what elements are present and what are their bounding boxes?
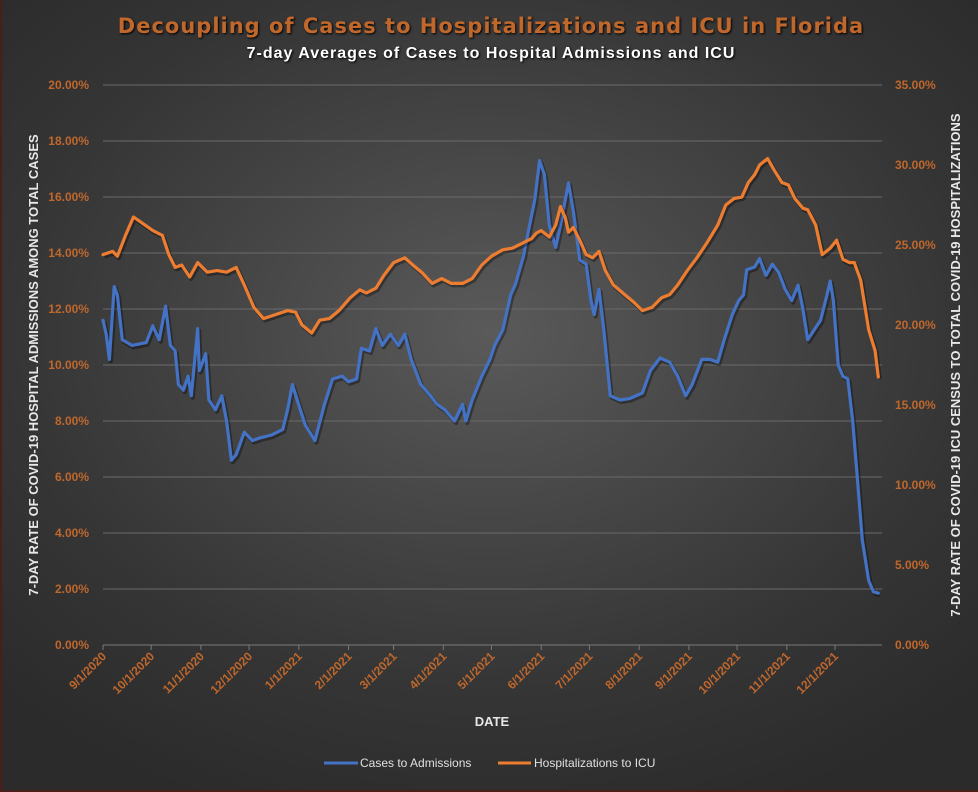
y-right-tick-label: 5.00% [895, 558, 929, 572]
gridlines [103, 84, 882, 590]
y-left-tick-label: 8.00% [55, 414, 89, 428]
chart-title: Decoupling of Cases to Hospitalizations … [117, 14, 865, 38]
y-axis-left-title: 7-DAY RATE OF COVID-19 HOSPITAL ADMISSIO… [26, 134, 41, 596]
x-tick-label: 7/1/2021 [553, 649, 596, 692]
y-left-tick-label: 4.00% [55, 526, 89, 540]
y-axis-left: 0.00% 2.00% 4.00% 6.00% 8.00% 10.00% 12.00% 14.… [48, 78, 89, 652]
x-tick-label: 5/1/2021 [455, 649, 498, 692]
x-tick-label: 2/1/2021 [312, 649, 355, 692]
y-left-tick-label: 12.00% [48, 302, 89, 316]
y-right-tick-label: 25.00% [895, 238, 936, 252]
series-lines [101, 157, 882, 598]
x-tick-label: 1/1/2021 [262, 649, 305, 692]
y-axis-right-title: 7-DAY RATE OF COVID-19 ICU CENSUS TO TOT… [948, 113, 963, 617]
y-right-tick-label: 10.00% [895, 478, 936, 492]
x-tick-label: 3/1/2021 [357, 649, 400, 692]
y-right-tick-label: 30.00% [895, 158, 936, 172]
y-left-tick-label: 6.00% [55, 470, 89, 484]
series-line-hospitalizations-to-icu [101, 157, 880, 379]
x-axis-title: DATE [475, 714, 510, 729]
x-tick-label: 9/1/2021 [652, 649, 695, 692]
x-tick-label: 9/1/2020 [66, 649, 109, 692]
x-tick-label: 12/1/2021 [793, 649, 841, 697]
y-left-tick-label: 18.00% [48, 134, 89, 148]
y-left-tick-label: 20.00% [48, 78, 89, 92]
y-left-tick-label: 16.00% [48, 190, 89, 204]
x-tick-label: 11/1/2021 [746, 649, 793, 696]
y-axis-right: 0.00% 5.00% 10.00% 15.00% 20.00% 25.00% 30.00%… [895, 78, 936, 652]
x-tick-label: 4/1/2021 [407, 649, 450, 692]
legend-label: Hospitalizations to ICU [534, 756, 655, 770]
series-shadow [102, 160, 881, 598]
series-line-cases-to-admissions [101, 159, 880, 595]
x-tick-label: 12/1/2020 [208, 649, 256, 697]
x-tick-label: 10/1/2021 [696, 649, 744, 697]
y-right-tick-label: 15.00% [895, 398, 936, 412]
x-tick-label: 11/1/2020 [160, 649, 207, 696]
y-left-tick-label: 14.00% [48, 246, 89, 260]
y-right-tick-label: 0.00% [895, 638, 929, 652]
legend: Cases to Admissions Hospitalizations to I… [324, 756, 655, 770]
x-tick-label: 8/1/2021 [602, 649, 645, 692]
y-right-tick-label: 35.00% [895, 78, 936, 92]
x-axis: 9/1/2020 10/1/2020 11/1/2020 12/1/2020 1/1/2… [66, 644, 882, 697]
x-tick-label: 10/1/2020 [110, 649, 158, 697]
legend-label: Cases to Admissions [360, 756, 471, 770]
y-left-tick-label: 2.00% [55, 582, 89, 596]
chart-subtitle: 7-day Averages of Cases to Hospital Admi… [246, 45, 736, 62]
y-left-tick-label: 0.00% [55, 638, 89, 652]
x-tick-label: 6/1/2021 [504, 649, 547, 692]
y-right-tick-label: 20.00% [895, 318, 936, 332]
y-left-tick-label: 10.00% [48, 358, 89, 372]
